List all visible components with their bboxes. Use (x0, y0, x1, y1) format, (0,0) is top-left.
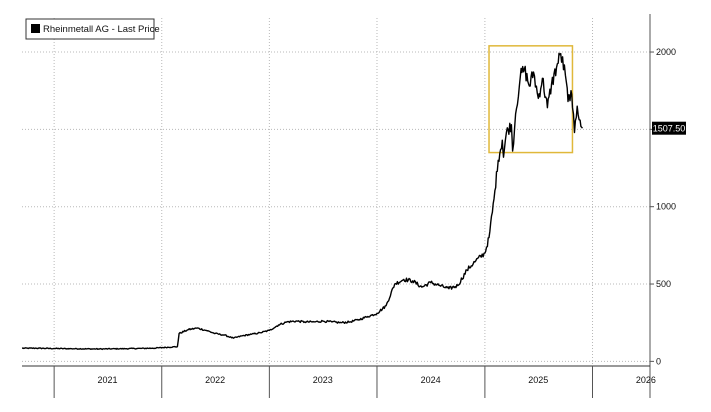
x-tick-label: 2021 (97, 375, 117, 385)
legend: Rheinmetall AG - Last Price (25, 18, 160, 40)
last-value-label: 1507.50 (653, 123, 686, 133)
x-tick-label: 2026 (636, 375, 656, 385)
y-tick-label: 1000 (656, 202, 676, 212)
legend-box (25, 18, 155, 40)
grid-layer (22, 18, 650, 366)
series-layer (21, 52, 584, 351)
y-tick-label: 2000 (656, 47, 676, 57)
y-tick-label: 500 (656, 279, 671, 289)
highlight-layer (488, 45, 574, 154)
legend-swatch (31, 24, 40, 33)
axis-layer: 2021202220232024202520260500100015002000… (53, 47, 686, 398)
price-series-line (21, 52, 584, 351)
x-tick-label: 2025 (528, 375, 548, 385)
y-tick-label: 0 (656, 356, 661, 366)
last-value-box (652, 121, 686, 135)
legend-label: Rheinmetall AG - Last Price (43, 24, 160, 35)
highlight-box (488, 45, 574, 154)
frame-layer (22, 14, 651, 398)
x-tick-label: 2022 (205, 375, 225, 385)
x-tick-label: 2024 (421, 375, 441, 385)
x-tick-label: 2023 (313, 375, 333, 385)
